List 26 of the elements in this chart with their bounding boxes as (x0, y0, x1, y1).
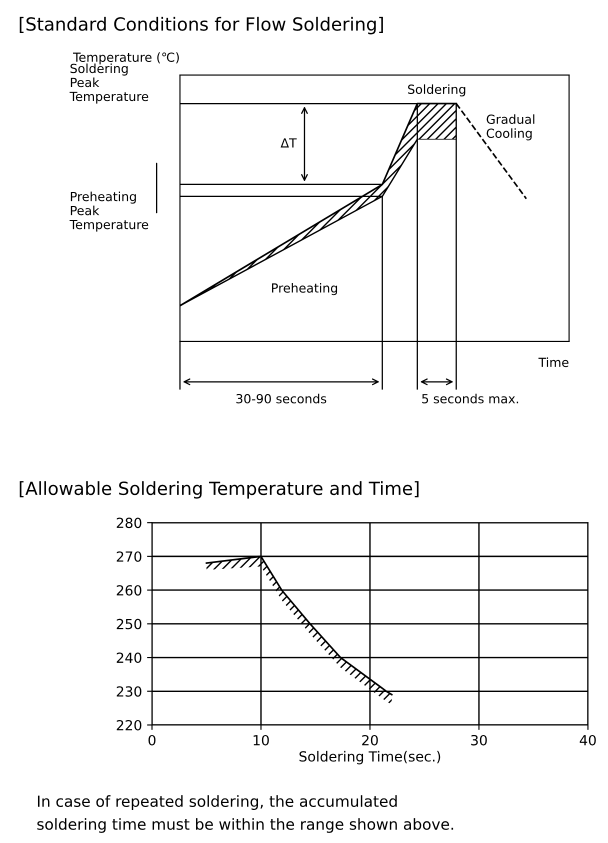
x-tick-label: 10 (254, 734, 269, 746)
chart-title: [Allowable Soldering Temperature and Time] (20, 481, 419, 499)
y-tick-label: 250 (116, 618, 142, 630)
text: Time (538, 357, 568, 368)
y-tick-label: 220 (116, 720, 142, 730)
text: Temperature (℃) (72, 52, 179, 64)
text: ΔT (280, 138, 297, 148)
text: Gradual Cooling (486, 114, 534, 140)
text: [Standard Conditions for Flow Soldering] (20, 16, 383, 34)
x-tick-label: 40 (580, 734, 596, 746)
x-tick-label: 20 (362, 734, 378, 746)
y-tick-label: 240 (116, 652, 142, 664)
text: 30-90 seconds (236, 394, 326, 404)
y-tick-label: 260 (116, 585, 142, 596)
x-tick-label: 0 (148, 734, 156, 746)
x-axis-title: Soldering Time(sec.) (299, 750, 440, 764)
text: In case of repeated soldering, the accumulated soldering time must be within the range shown above. (37, 795, 454, 833)
y-tick-label: 270 (116, 551, 142, 562)
text: 5 seconds max. (422, 394, 518, 404)
text: Soldering (408, 84, 466, 96)
text: Preheating Peak Temperature (70, 192, 148, 232)
y-tick-label: 280 (116, 518, 142, 528)
y-tick-label: 230 (116, 686, 142, 697)
x-tick-label: 30 (471, 734, 487, 746)
text: Preheating (272, 283, 338, 296)
text: Soldering Peak Temperature (70, 63, 148, 104)
